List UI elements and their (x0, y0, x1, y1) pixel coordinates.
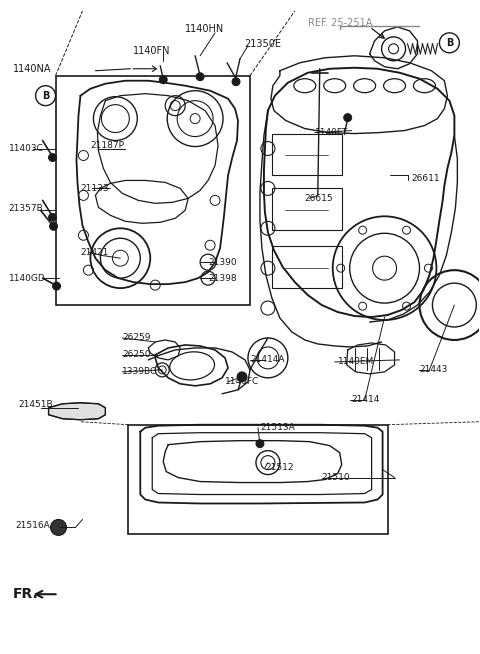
Text: 21443: 21443 (420, 366, 448, 374)
Text: 1140FT: 1140FT (315, 128, 348, 137)
Text: 26611: 26611 (411, 174, 440, 183)
Text: 21398: 21398 (208, 273, 237, 283)
Circle shape (52, 282, 60, 290)
Text: 21421: 21421 (81, 248, 109, 257)
Text: 1140FN: 1140FN (133, 46, 171, 56)
Circle shape (344, 114, 352, 122)
Circle shape (50, 519, 67, 536)
Text: 21513A: 21513A (260, 423, 295, 432)
Text: 21512: 21512 (265, 463, 293, 472)
Text: REF. 25-251A: REF. 25-251A (308, 18, 372, 28)
Text: 21510: 21510 (322, 473, 350, 482)
Text: 1140NA: 1140NA (12, 63, 51, 74)
Text: B: B (42, 91, 49, 101)
Text: B: B (446, 38, 453, 48)
Text: 11403C: 11403C (9, 144, 44, 153)
Circle shape (48, 213, 57, 221)
Text: FR.: FR. (12, 587, 38, 601)
Circle shape (237, 372, 247, 382)
Bar (272, 188, 342, 230)
Polygon shape (48, 403, 106, 420)
Text: 1339BC: 1339BC (122, 368, 157, 376)
Text: 21516A: 21516A (16, 521, 50, 530)
Text: 21414A: 21414A (250, 355, 285, 364)
Circle shape (48, 154, 57, 162)
Text: 1140EM: 1140EM (338, 357, 374, 366)
Text: 21451B: 21451B (19, 400, 53, 409)
Text: 21357B: 21357B (9, 204, 43, 213)
Bar (56, 76, 250, 305)
Circle shape (49, 222, 58, 230)
Text: 1140GD: 1140GD (9, 273, 46, 283)
Text: 26615: 26615 (305, 194, 334, 203)
Text: 21414: 21414 (352, 395, 380, 404)
Text: 26250: 26250 (122, 351, 151, 360)
Bar (128, 424, 387, 534)
Circle shape (196, 73, 204, 80)
Text: 1140FC: 1140FC (225, 377, 259, 387)
Circle shape (232, 78, 240, 86)
Text: 21187P: 21187P (90, 141, 124, 150)
Text: 21390: 21390 (208, 258, 237, 267)
Text: 1140HN: 1140HN (185, 24, 225, 34)
Text: 21350E: 21350E (244, 39, 281, 49)
Text: 21133: 21133 (81, 184, 109, 193)
Bar (272, 133, 342, 175)
Circle shape (159, 76, 167, 84)
Bar (272, 247, 342, 288)
Text: 26259: 26259 (122, 334, 151, 343)
Circle shape (256, 439, 264, 447)
